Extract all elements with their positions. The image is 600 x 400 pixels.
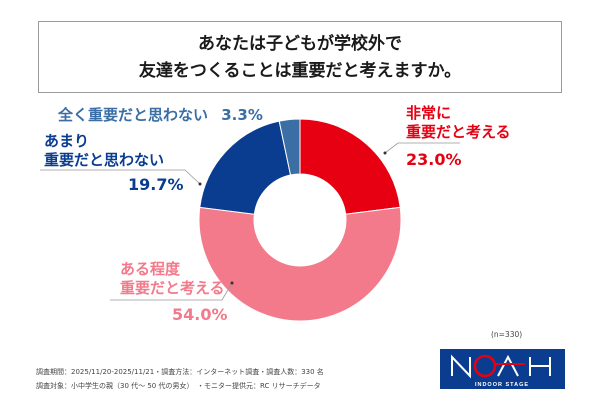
label-line: 重要だと考える xyxy=(120,279,225,297)
survey-note-1: 調査期間：2025/11/20-2025/11/21・調査方法：インターネット調… xyxy=(36,368,324,376)
label-line: 重要だと考える xyxy=(406,123,511,141)
donut-slice-3 xyxy=(278,118,301,176)
title-line-1: あなたは子どもが学校外で xyxy=(198,34,402,54)
noah-logo: INDOOR STAGE xyxy=(440,349,565,389)
label-line: 非常に xyxy=(406,104,452,122)
label-very-important: 非常に 重要だと考える xyxy=(406,104,511,142)
title-box: あなたは子どもが学校外で 友達をつくることは重要だと考えますか。 xyxy=(38,21,562,93)
label-not-very-important: あまり 重要だと思わない xyxy=(44,132,164,170)
label-not-important-at-all: 全く重要だと思わない 3.3% xyxy=(58,106,263,125)
pct-not-important-at-all: 3.3% xyxy=(221,106,263,124)
label-somewhat-important: ある程度 重要だと考える xyxy=(120,260,225,298)
pct-not-very-important: 19.7% xyxy=(128,175,184,194)
label-line: あまり xyxy=(44,132,90,150)
pct-very-important: 23.0% xyxy=(406,150,462,169)
leader-line-0 xyxy=(384,142,460,154)
label-line: 重要だと思わない xyxy=(44,151,165,169)
leader-line-2 xyxy=(40,169,201,185)
pct-somewhat-important: 54.0% xyxy=(172,305,228,324)
donut-slice-2 xyxy=(199,120,292,215)
donut-slice-1 xyxy=(198,206,402,322)
leader-line-1 xyxy=(110,282,233,301)
donut-slice-0 xyxy=(299,118,401,215)
survey-note-2: 調査対象：小中学生の親（30 代～ 50 代の男女） ・モニター提供元：RC リ… xyxy=(36,382,321,390)
label-line: 全く重要だと思わない xyxy=(58,106,209,124)
svg-text:INDOOR STAGE: INDOOR STAGE xyxy=(475,382,529,388)
sample-size: (n=330) xyxy=(491,330,523,339)
label-line: ある程度 xyxy=(120,260,181,278)
title-line-2: 友達をつくることは重要だと考えますか。 xyxy=(138,61,462,81)
